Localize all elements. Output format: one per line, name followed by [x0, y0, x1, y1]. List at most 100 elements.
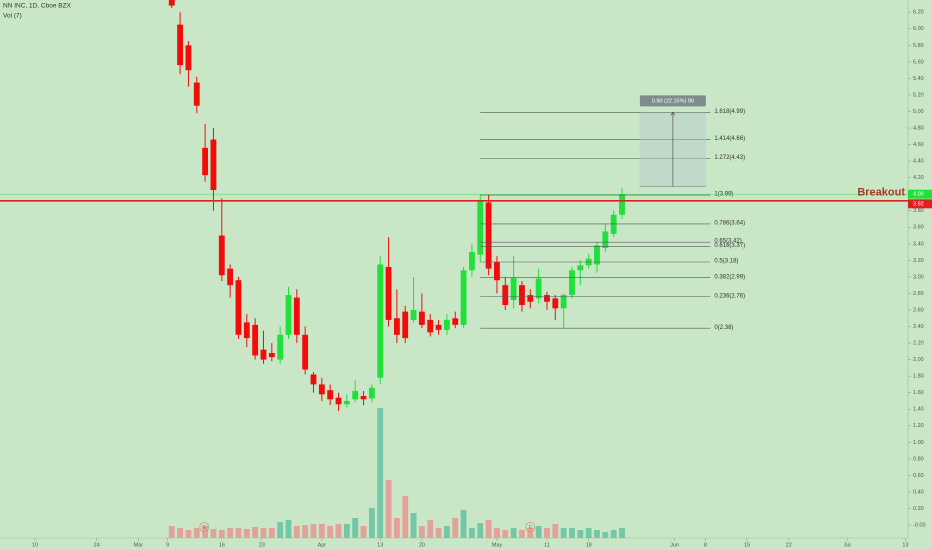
candle-body [343, 400, 350, 405]
x-tick-label: 18 [586, 542, 592, 548]
volume-bar [285, 520, 292, 538]
y-tick-label: 5.40 [913, 76, 924, 82]
candle-body [352, 391, 359, 400]
measure-label-bg [639, 95, 706, 107]
candle-body [368, 387, 375, 399]
candle-body [552, 298, 559, 309]
fib-label: 0.618(3.37) [714, 243, 745, 249]
x-tick-label: 22 [786, 542, 792, 548]
volume-bar [243, 529, 250, 538]
volume-bar [168, 526, 175, 538]
x-tick-label: 24 [94, 542, 100, 548]
x-tick-label: May [492, 542, 503, 548]
volume-bar [594, 530, 600, 538]
candle-body [193, 82, 200, 106]
plot-area: 1.618(4.99) 1.414(4.66) 1.272(4.43) 1(3.99)… [0, 0, 908, 538]
breakout-tag [908, 199, 932, 209]
volume-bar [452, 518, 459, 538]
y-tick-label: 4.60 [913, 142, 924, 148]
candle-body [435, 324, 442, 330]
volume-bar [569, 528, 575, 538]
volume-bar [418, 526, 425, 538]
candle-body [243, 322, 250, 339]
candle-body [402, 311, 409, 339]
candle-body [460, 270, 467, 325]
y-tick-label: 0.80 [913, 456, 924, 462]
volume-bar [385, 480, 392, 538]
candle-body [335, 397, 342, 405]
y-tick-label: 2.40 [913, 324, 924, 330]
candle-body [377, 264, 384, 378]
candle-body [619, 194, 625, 215]
candle-body [602, 231, 609, 248]
volume-bar [302, 525, 309, 538]
x-tick-label: 10 [32, 542, 38, 548]
y-tick-label: 1.60 [913, 390, 924, 396]
y-tick-label: 5.00 [913, 109, 924, 115]
chart-title: NN INC, 1D, Cboe BZX [3, 3, 72, 10]
fib-label: 0.65(3.42) [714, 239, 741, 245]
x-tick-label: 13 [902, 542, 908, 548]
candle-body [519, 285, 525, 306]
x-tick-label: 9 [166, 542, 169, 548]
volume-bar [268, 528, 275, 538]
y-tick-label: 2.00 [913, 357, 924, 363]
candle-body [302, 334, 309, 370]
y-tick-label: 0.60 [913, 473, 924, 479]
volume-bar [368, 508, 375, 538]
volume-bar [527, 528, 534, 538]
volume-bar [619, 528, 625, 538]
y-tick-label: 2.80 [913, 291, 924, 297]
measure-label: 0.90 (22.15%) 90 [652, 98, 694, 104]
y-tick-label: 4.80 [913, 125, 924, 131]
volume-bar [343, 524, 350, 538]
volume-bar [202, 526, 209, 538]
volume-bar [552, 524, 559, 538]
y-tick-label: 1.00 [913, 440, 924, 446]
candle-body [452, 318, 459, 325]
x-tick-label: 8 [704, 542, 707, 548]
y-tick-label: 3.40 [913, 241, 924, 247]
candle-body [260, 349, 267, 360]
measure-arrowhead [670, 111, 676, 116]
volume-bar [460, 510, 467, 538]
candle-body [418, 311, 425, 325]
volume-bar [277, 522, 284, 538]
y-tick-label: 1.80 [913, 374, 924, 380]
last-price-tag [908, 189, 932, 199]
price-axis-bg [908, 0, 932, 550]
volume-bar [602, 532, 609, 538]
fib-label: 1.414(4.66) [714, 136, 745, 142]
volume-bar [427, 520, 434, 538]
volume-bar [218, 530, 225, 538]
candle-body [510, 277, 517, 301]
candle-body [502, 285, 509, 306]
x-tick-label: Apr [318, 542, 327, 548]
volume-bar [193, 528, 200, 538]
y-tick-label: 3.60 [913, 225, 924, 231]
volume-bar [393, 518, 400, 538]
volume-bar [577, 530, 584, 538]
volume-bar [318, 524, 325, 538]
volume-bar [494, 528, 500, 538]
y-tick-label: 2.20 [913, 341, 924, 347]
volume-bar [435, 528, 442, 538]
candle-body [293, 297, 300, 335]
candle-body [443, 319, 450, 330]
candle-body [393, 318, 400, 335]
volume-bar [443, 526, 450, 538]
candle-body [535, 278, 542, 299]
candle-body [469, 252, 475, 271]
y-tick-label: 2.60 [913, 307, 924, 313]
fib-label: 0.786(3.64) [714, 221, 745, 227]
x-tick-label: 20 [419, 542, 425, 548]
x-tick-label: 13 [377, 542, 383, 548]
y-tick-label: 0.20 [913, 506, 924, 512]
candle-body [327, 390, 334, 400]
y-tick-label: -0.00 [913, 522, 926, 528]
candle-body [594, 245, 600, 265]
candle-body [252, 324, 259, 356]
volume-bar [327, 526, 334, 538]
volume-bar [360, 526, 367, 538]
fib-label: 1.272(4.43) [714, 155, 745, 161]
